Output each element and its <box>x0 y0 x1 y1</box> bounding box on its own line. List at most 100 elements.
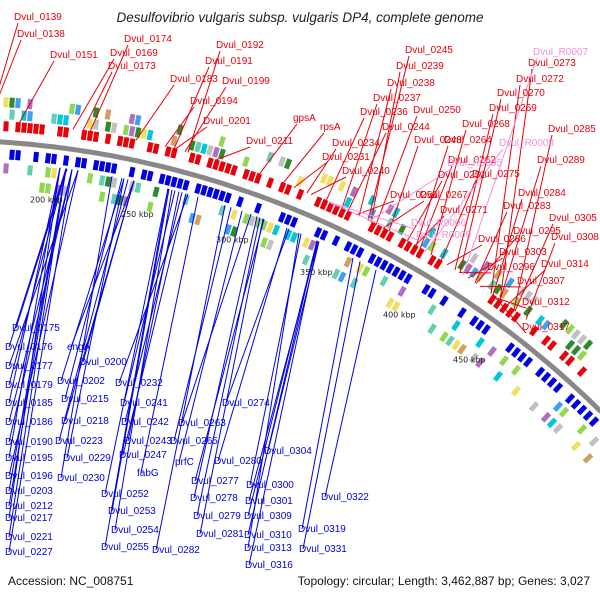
gene-label[interactable]: Dvul_0138 <box>17 29 65 40</box>
gene-label[interactable]: Dvul_0244 <box>382 122 430 133</box>
gene-label[interactable]: Dvul_0319 <box>298 524 346 535</box>
gene-label[interactable]: Dvul_0240 <box>342 166 390 177</box>
gene-label[interactable]: rpsA <box>320 122 341 133</box>
gene-label[interactable]: Dvul_0275 <box>472 169 520 180</box>
gene-label[interactable]: Dvul_0251 <box>438 170 486 181</box>
gene-label[interactable]: Dvul_0284 <box>518 188 566 199</box>
gene-label[interactable]: Dvul_0278 <box>190 493 238 504</box>
gene-label[interactable]: Dvul_0183 <box>170 74 218 85</box>
gene-label[interactable]: Dvul_0307 <box>517 276 565 287</box>
gene-label[interactable]: prfC <box>175 457 194 468</box>
gene-label[interactable]: Dvul_0295 <box>513 226 561 237</box>
gene-label[interactable]: Dvul_0230 <box>57 473 105 484</box>
gene-label[interactable]: Dvul_0179 <box>5 380 53 391</box>
gene-label[interactable]: Dvul_0243 <box>124 436 172 447</box>
gene-label[interactable]: Dvul_0191 <box>205 56 253 67</box>
gene-label[interactable]: Dvul_0232 <box>115 378 163 389</box>
gene-label[interactable]: fabG <box>137 468 159 479</box>
gene-label[interactable]: Dvul_0310 <box>244 530 292 541</box>
gene-label[interactable]: Dvul_R0005 <box>447 158 502 169</box>
gene-label[interactable]: Dvul_0267 <box>420 190 468 201</box>
gene-label[interactable]: Dvul_0289 <box>537 155 585 166</box>
gene-label[interactable]: Dvul_0185 <box>5 398 53 409</box>
gene-label[interactable]: Dvul_0269 <box>489 103 537 114</box>
gene-label[interactable]: Dvul_R0007 <box>533 47 588 58</box>
gene-label[interactable]: Dvul_0199 <box>222 76 270 87</box>
gene-label[interactable]: Dvul_0305 <box>549 213 597 224</box>
gene-label[interactable]: Dvul_0271 <box>440 205 488 216</box>
gene-label[interactable]: Dvul_0280 <box>214 456 262 467</box>
gene-label[interactable]: Dvul_0264 <box>444 135 492 146</box>
gene-label[interactable]: engA <box>67 342 91 353</box>
gene-label[interactable]: Dvul_0248 <box>414 135 462 146</box>
gene-label[interactable]: Dvul_0194 <box>190 96 238 107</box>
gene-label[interactable]: Dvul_0217 <box>5 513 53 524</box>
gene-label[interactable]: Dvul_0218 <box>61 416 109 427</box>
gene-label[interactable]: Dvul_0282 <box>152 545 200 556</box>
gene-label[interactable]: Dvul_0177 <box>5 361 53 372</box>
gene-label[interactable]: Dvul_0322 <box>321 492 369 503</box>
gene-label[interactable]: Dvul_0176 <box>5 342 53 353</box>
gene-label[interactable]: Dvul_0227 <box>5 547 53 558</box>
gene-label[interactable]: Dvul_0169 <box>110 48 158 59</box>
gene-label[interactable]: Dvul_0312 <box>522 297 570 308</box>
gene-label[interactable]: Dvul_0203 <box>5 486 53 497</box>
gene-label[interactable]: Dvul_0174 <box>124 34 172 45</box>
gene-label[interactable]: Dvul_0192 <box>216 40 264 51</box>
gene-label[interactable]: Dvul_0200 <box>79 357 127 368</box>
gene-label[interactable]: Dvul_0252 <box>101 489 149 500</box>
gene-label[interactable]: Dvul_0242 <box>121 417 169 428</box>
gene-label[interactable]: Dvul_0296 <box>487 262 535 273</box>
gene-label[interactable]: Dvul_0309 <box>244 511 292 522</box>
gene-label[interactable]: Dvul_0237 <box>373 93 421 104</box>
gene-label[interactable]: Dvul_0239 <box>396 61 444 72</box>
gene-label[interactable]: Dvul_0234 <box>332 138 380 149</box>
gene-label[interactable]: Dvul_0212 <box>5 501 53 512</box>
gene-label[interactable]: Dvul_0231 <box>322 152 370 163</box>
gene-label[interactable]: Dvul_0151 <box>50 50 98 61</box>
gene-label[interactable]: Dvul_0245 <box>405 45 453 56</box>
gene-label[interactable]: Dvul_0316 <box>245 560 293 571</box>
gene-label[interactable]: Dvul_0238 <box>387 78 435 89</box>
gene-label[interactable]: Dvul_0304 <box>264 446 312 457</box>
gene-label[interactable]: Dvul_0221 <box>5 532 53 543</box>
gene-label[interactable]: Dvul_0286 <box>478 234 526 245</box>
gene-label[interactable]: Dvul_0279 <box>193 511 241 522</box>
gene-label[interactable]: Dvul_0313 <box>244 543 292 554</box>
gene-label[interactable]: Dvul_0283 <box>503 201 551 212</box>
gene-label[interactable]: Dvul_0223 <box>55 436 103 447</box>
gene-label[interactable]: Dvul_0301 <box>245 496 293 507</box>
gene-label[interactable]: Dvul_0236 <box>360 107 408 118</box>
gene-label[interactable]: Dvul_0274 <box>222 398 270 409</box>
gene-label[interactable]: Dvul_0247 <box>119 450 167 461</box>
gene-label[interactable]: Dvul_0255 <box>101 542 149 553</box>
gene-label[interactable]: Dvul_0265 <box>170 436 218 447</box>
gene-label[interactable]: Dvul_0277 <box>191 476 239 487</box>
gene-label[interactable]: Dvul_0270 <box>497 88 545 99</box>
gene-label[interactable]: Dvul_0139 <box>14 12 62 23</box>
gene-label[interactable]: Dvul_0263 <box>178 418 226 429</box>
gene-label[interactable]: Dvul_0195 <box>5 453 53 464</box>
gene-label[interactable]: Dvul_0173 <box>108 61 156 72</box>
gene-label[interactable]: Dvul_0251 <box>390 190 438 201</box>
gene-label[interactable]: Dvul_0211 <box>246 136 294 147</box>
gene-label[interactable]: Dvul_0273 <box>528 58 576 69</box>
gene-label[interactable]: Dvul_0308 <box>551 232 599 243</box>
gene-label[interactable]: Dvul_0317 <box>522 322 570 333</box>
gene-label[interactable]: Dvul_R0006 <box>411 218 466 229</box>
gene-label[interactable]: Dvul_0253 <box>108 506 156 517</box>
gene-label[interactable]: Dvul_0303 <box>499 247 547 258</box>
gene-label[interactable]: Dvul_0201 <box>203 116 251 127</box>
gene-label[interactable]: Dvul_0268 <box>462 119 510 130</box>
gene-label[interactable]: Dvul_R0008 <box>499 138 554 149</box>
gene-label[interactable]: Dvul_0281 <box>196 529 244 540</box>
gene-label[interactable]: Dvul_0186 <box>5 417 53 428</box>
gene-label[interactable]: Dvul_0229 <box>63 453 111 464</box>
gene-label[interactable]: Dvul_R0009 <box>416 230 471 241</box>
gene-label[interactable]: Dvul_0314 <box>541 259 589 270</box>
gene-label[interactable]: Dvul_0272 <box>516 74 564 85</box>
gene-label[interactable]: Dvul_0331 <box>299 544 347 555</box>
gene-label[interactable]: Dvul_0300 <box>246 480 294 491</box>
gene-label[interactable]: Dvul_0190 <box>5 437 53 448</box>
gene-label[interactable]: Dvul_0285 <box>548 124 596 135</box>
